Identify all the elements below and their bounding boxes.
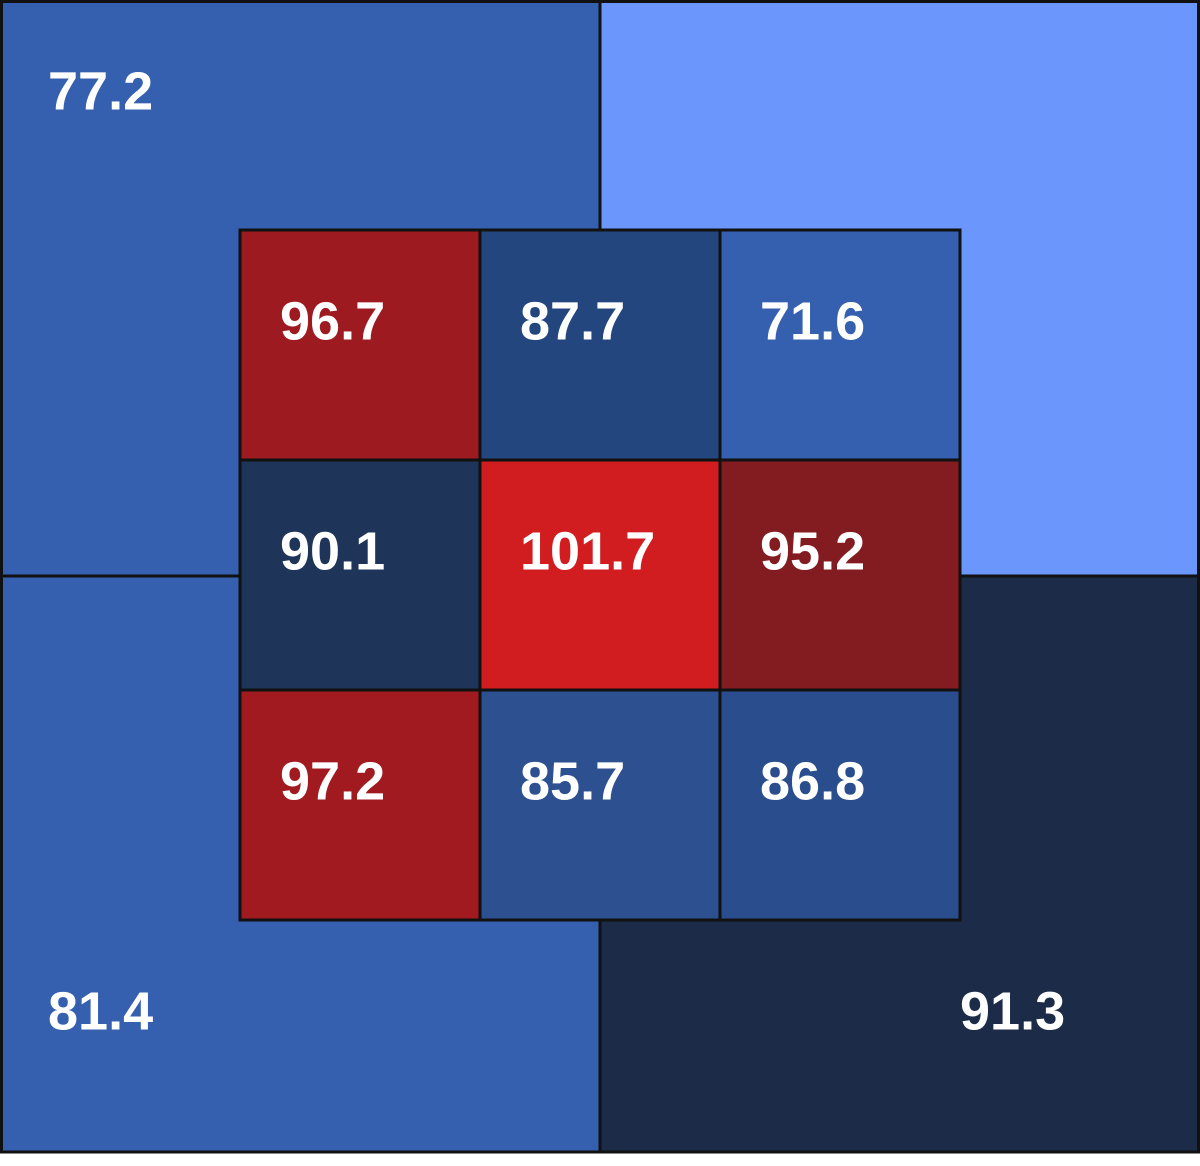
zone-value: 77.2 (48, 61, 153, 121)
zone-value: 91.3 (960, 981, 1065, 1041)
zone-value: 95.2 (760, 521, 865, 581)
inner-zone (478, 228, 722, 462)
inner-zone (478, 688, 722, 922)
zone-value: 71.6 (760, 291, 865, 351)
zone-value: 86.8 (760, 751, 865, 811)
inner-zone (238, 458, 482, 692)
inner-zone (718, 458, 962, 692)
zone-value: 81.4 (48, 981, 153, 1041)
zone-value: 101.7 (520, 521, 655, 581)
inner-zone (718, 688, 962, 922)
zone-value: 96.7 (280, 291, 385, 351)
zone-value: 85.7 (520, 751, 625, 811)
zone-value: 90.1 (280, 521, 385, 581)
inner-zone (238, 228, 482, 462)
zone-value: 97.2 (280, 751, 385, 811)
zone-value: 87.7 (520, 291, 625, 351)
